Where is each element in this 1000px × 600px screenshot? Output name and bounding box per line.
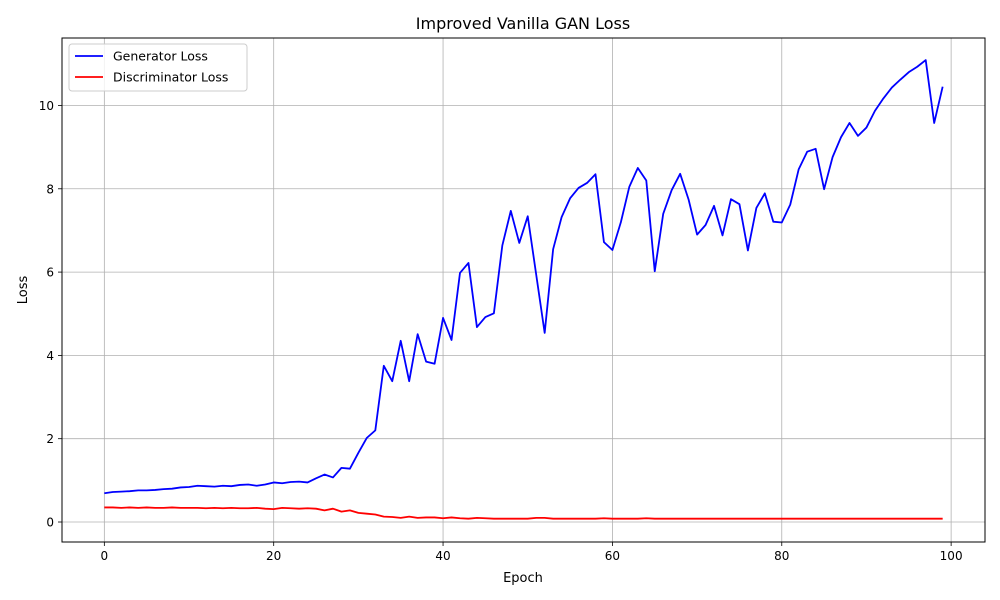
x-tick-label: 0 <box>101 549 109 563</box>
y-tick-label: 2 <box>46 432 54 446</box>
legend-box <box>68 43 248 92</box>
x-tick-label: 40 <box>435 549 450 563</box>
grid <box>62 38 985 542</box>
generator-loss-line <box>104 59 944 495</box>
y-axis-label: Loss <box>16 276 31 305</box>
legend: Generator Loss Discriminator Loss <box>68 43 248 92</box>
x-tick-label: 80 <box>774 549 789 563</box>
chart-title: Improved Vanilla GAN Loss <box>416 14 630 33</box>
y-tick-label: 8 <box>46 182 54 196</box>
y-tick-label: 0 <box>46 516 54 530</box>
x-tick-label: 60 <box>605 549 620 563</box>
discriminator-loss-line <box>104 506 943 520</box>
y-axis-ticks: 0 2 4 6 8 10 <box>39 99 62 530</box>
x-axis-ticks: 0 20 40 60 80 100 <box>101 542 963 563</box>
x-tick-label: 20 <box>266 549 281 563</box>
y-tick-label: 10 <box>39 99 54 113</box>
legend-label-generator: Generator Loss <box>113 49 208 64</box>
x-axis-label: Epoch <box>503 571 543 586</box>
y-tick-label: 4 <box>46 349 54 363</box>
plot-frame <box>61 37 986 543</box>
legend-label-discriminator: Discriminator Loss <box>113 70 228 85</box>
x-tick-label: 100 <box>940 549 963 563</box>
y-tick-label: 6 <box>46 266 54 280</box>
series-layer <box>104 59 944 520</box>
